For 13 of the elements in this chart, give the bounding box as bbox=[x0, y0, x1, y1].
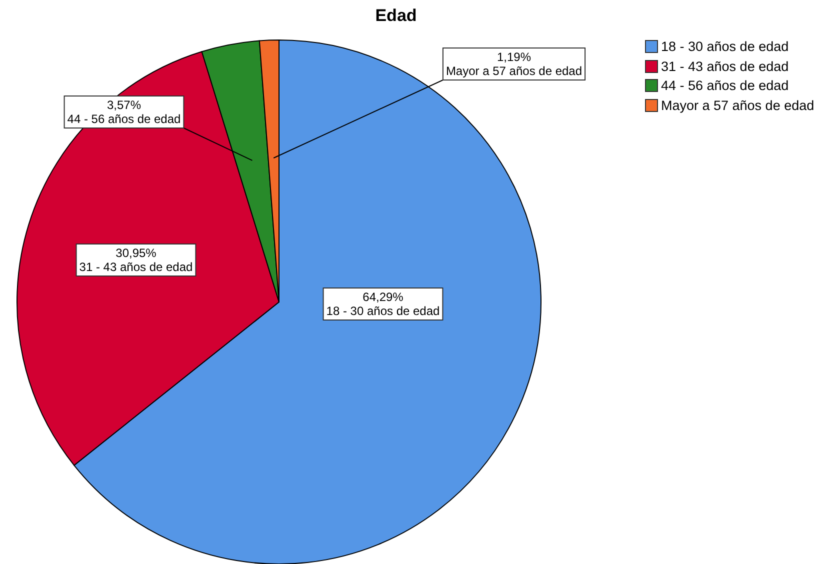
slice-label: 18 - 30 años de edad bbox=[326, 304, 440, 318]
slice-label: 44 - 56 años de edad bbox=[67, 112, 181, 126]
data-label: 64,29% bbox=[362, 290, 404, 304]
data-label: 30,95% bbox=[116, 246, 157, 260]
slice-label: 31 - 43 años de edad bbox=[79, 260, 193, 274]
legend-label: 44 - 56 años de edad bbox=[661, 78, 789, 94]
data-label: 1,19% bbox=[496, 50, 532, 64]
legend-label: 31 - 43 años de edad bbox=[661, 58, 789, 74]
legend-label: Mayor a 57 años de edad bbox=[661, 98, 814, 113]
chart-title: Edad bbox=[374, 6, 418, 26]
legend-label: 18 - 30 años de edad bbox=[661, 39, 789, 54]
slice-label: Mayor a 57 años de edad bbox=[446, 64, 582, 78]
data-label: 3,57% bbox=[106, 98, 142, 112]
